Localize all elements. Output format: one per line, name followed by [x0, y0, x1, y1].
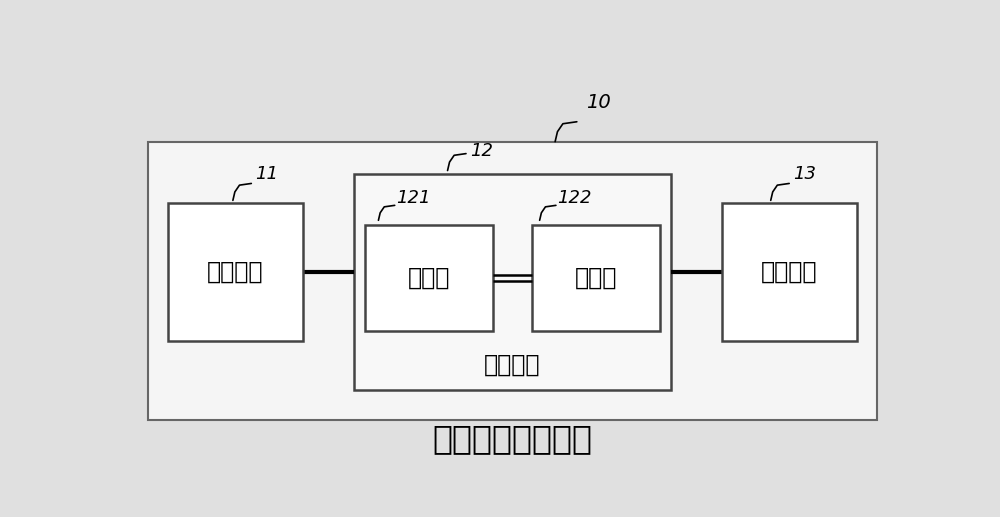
FancyBboxPatch shape: [532, 225, 660, 331]
Text: 13: 13: [793, 165, 816, 184]
FancyBboxPatch shape: [354, 174, 671, 390]
Text: 11: 11: [255, 165, 278, 184]
Text: 存储器: 存储器: [408, 266, 450, 290]
Text: 摄像设备: 摄像设备: [761, 260, 818, 284]
Text: 控制设备: 控制设备: [484, 353, 541, 376]
Text: 10: 10: [586, 93, 611, 112]
Text: 122: 122: [557, 189, 592, 207]
Text: 点灯设备: 点灯设备: [207, 260, 264, 284]
FancyBboxPatch shape: [148, 142, 877, 420]
Text: 121: 121: [396, 189, 431, 207]
FancyBboxPatch shape: [365, 225, 493, 331]
FancyBboxPatch shape: [168, 203, 303, 341]
Text: 显示面板检测系统: 显示面板检测系统: [432, 422, 592, 455]
Text: 12: 12: [470, 142, 493, 160]
FancyBboxPatch shape: [722, 203, 857, 341]
Text: 处理器: 处理器: [575, 266, 617, 290]
